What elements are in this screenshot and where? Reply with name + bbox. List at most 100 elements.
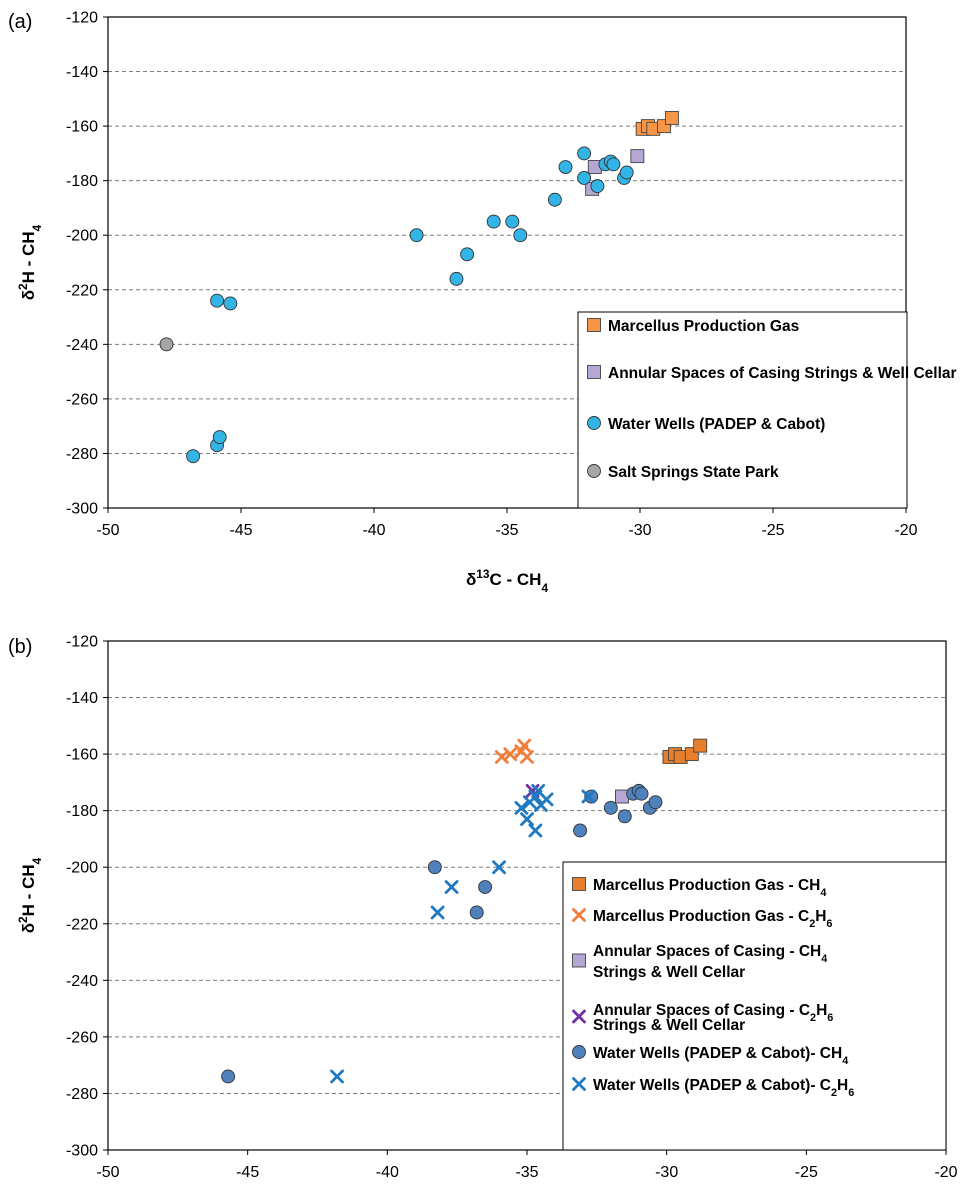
y-tick-label: -120	[66, 634, 98, 651]
y-tick-label: -120	[66, 10, 98, 27]
legend-marker	[572, 1045, 586, 1059]
y-tick-label: -280	[66, 1086, 98, 1103]
x-tick-label: -40	[376, 1164, 399, 1181]
x-tick-label: -20	[894, 522, 917, 539]
y-tick-label: -260	[66, 391, 98, 408]
series-1	[494, 738, 534, 764]
y-tick-label: -200	[66, 228, 98, 245]
x-tick-label: -40	[362, 522, 385, 539]
data-point	[664, 110, 679, 125]
legend: Marcellus Production Gas - CH4 Marcellus …	[562, 861, 947, 1151]
legend-marker	[572, 877, 586, 891]
y-tick-label: -300	[66, 501, 98, 518]
legend-entry-label: Strings & Well Cellar	[593, 964, 745, 981]
series-5	[330, 783, 596, 1084]
x-axis-label: δ13C - CH4	[466, 567, 549, 595]
y-tick-label: -220	[66, 916, 98, 933]
y-tick-label: -200	[66, 860, 98, 877]
y-tick-label: -180	[66, 173, 98, 190]
legend-entry-label: Water Wells (PADEP & Cabot)	[608, 416, 825, 433]
x-tick-label: -50	[96, 1164, 119, 1181]
legend-entry-label: Salt Springs State Park	[608, 464, 779, 481]
y-tick-label: -180	[66, 803, 98, 820]
y-tick-label: -240	[66, 337, 98, 354]
data-point	[617, 809, 632, 824]
legend-entry-label: Strings & Well Cellar	[593, 1017, 745, 1034]
data-point	[330, 1069, 344, 1084]
legend-marker	[572, 953, 586, 968]
y-axis-label: δ2H - CH4	[16, 224, 44, 300]
data-point	[486, 214, 501, 229]
legend-entry-label: Annular Spaces of Casing - C2H6	[593, 1002, 833, 1024]
series-4	[221, 783, 663, 1084]
data-point	[520, 750, 534, 764]
data-point	[159, 337, 174, 352]
y-axis-label: δ2H - CH4	[16, 857, 44, 933]
series-2	[186, 146, 634, 464]
legend-marker	[572, 908, 586, 922]
legend-entry-label: Water Wells (PADEP & Cabot)- C2H6	[593, 1077, 854, 1099]
data-point	[469, 905, 484, 920]
y-tick-label: -300	[66, 1143, 98, 1160]
data-point	[427, 860, 442, 875]
data-point	[449, 271, 464, 286]
series-3	[159, 337, 174, 352]
x-tick-label: -30	[628, 522, 651, 539]
x-tick-label: -25	[761, 522, 784, 539]
x-tick-label: -20	[934, 1164, 957, 1181]
data-point	[186, 449, 201, 464]
data-point	[210, 293, 225, 308]
panel-label: (b)	[8, 636, 32, 658]
data-point	[221, 1069, 236, 1084]
legend-entry-label: Marcellus Production Gas - C2H6	[593, 908, 832, 930]
data-point	[590, 179, 605, 194]
legend-marker	[572, 1009, 586, 1024]
legend-marker	[587, 464, 601, 478]
y-tick-label: -140	[66, 64, 98, 81]
legend-entry-label: Annular Spaces of Casing - CH4	[593, 943, 827, 965]
data-point	[539, 792, 554, 807]
data-point	[444, 880, 459, 894]
data-point	[581, 789, 596, 804]
series-1	[585, 149, 645, 196]
x-tick-label: -45	[229, 522, 252, 539]
data-point	[212, 430, 227, 445]
data-point	[693, 738, 708, 753]
y-tick-label: -260	[66, 1029, 98, 1046]
x-tick-label: -35	[515, 1164, 538, 1181]
data-point	[430, 905, 445, 920]
y-tick-label: -220	[66, 282, 98, 299]
data-point	[577, 170, 592, 185]
x-tick-label: -30	[655, 1164, 678, 1181]
x-tick-label: -50	[96, 522, 119, 539]
data-point	[505, 214, 520, 229]
data-point	[573, 823, 588, 838]
data-point	[547, 192, 562, 207]
y-tick-label: -280	[66, 446, 98, 463]
data-point	[503, 747, 518, 762]
chart-panel-a: -120 -140 -160 -180 -200 -220 -240 -260 -280 -300…	[8, 10, 957, 596]
data-point	[619, 165, 634, 180]
panel-label: (a)	[8, 11, 32, 33]
data-point	[514, 800, 529, 815]
data-point	[513, 228, 528, 243]
x-tick-label: -45	[236, 1164, 259, 1181]
legend-entry-label: Marcellus Production Gas - CH4	[593, 877, 826, 899]
data-point	[630, 149, 645, 164]
data-point	[577, 146, 592, 161]
data-point	[460, 247, 475, 262]
x-tick-label: -25	[795, 1164, 818, 1181]
data-point	[558, 160, 573, 174]
series-0	[635, 110, 679, 136]
data-point	[492, 860, 506, 875]
data-point	[223, 296, 238, 311]
legend-entry-label: Water Wells (PADEP & Cabot)- CH4	[593, 1045, 848, 1067]
legend-marker	[587, 318, 601, 332]
data-point	[517, 738, 532, 753]
y-tick-label: -160	[66, 747, 98, 764]
data-point	[634, 786, 649, 801]
data-point	[584, 789, 599, 804]
data-point	[603, 800, 618, 815]
legend-marker	[587, 416, 601, 430]
y-tick-label: -160	[66, 119, 98, 136]
